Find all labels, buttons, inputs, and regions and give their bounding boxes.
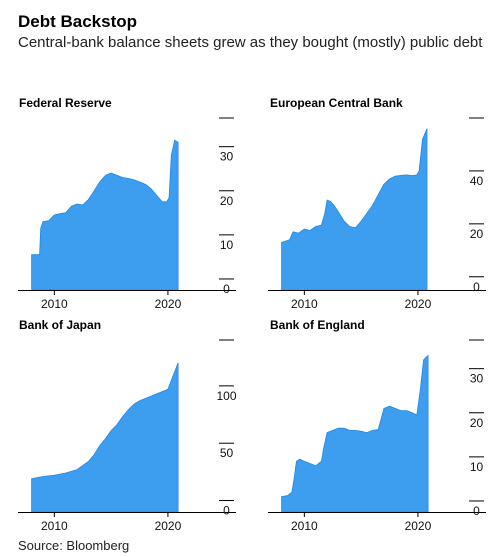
x-tick-label-federal-reserve-2020: 2020 (155, 297, 182, 311)
y-tick-label-bank-of-england-0: 0 (473, 504, 480, 518)
area-series-bank-of-japan (31, 362, 179, 513)
y-tick-label-bank-of-england-30: 30 (470, 372, 484, 386)
panel-european-central-bank: 2010 2020 0 20 40 (268, 117, 486, 311)
y-tick-label-federal-reserve-10: 10 (220, 238, 234, 252)
x-tick-label-federal-reserve-2010: 2010 (41, 297, 68, 311)
y-tick-label-bank-of-japan-50: 50 (220, 446, 234, 460)
panel-title-federal-reserve: Federal Reserve (19, 96, 112, 110)
area-series-ecb (281, 128, 428, 291)
x-tick-label-bank-of-japan-2010: 2010 (41, 519, 68, 533)
y-tick-label-bank-of-japan-100: 100 (216, 389, 236, 403)
x-tick-label-bank-of-england-2020: 2020 (405, 519, 432, 533)
y-tick-label-bank-of-england-10: 10 (470, 460, 484, 474)
y-tick-label-ecb-0: 0 (473, 280, 480, 294)
y-tick-label-bank-of-japan-0: 0 (223, 504, 230, 518)
panel-title-ecb: European Central Bank (270, 96, 403, 110)
panel-title-bank-of-england: Bank of England (270, 318, 365, 332)
y-tick-label-bank-of-england-20: 20 (470, 416, 484, 430)
source-note: Source: Bloomberg (18, 538, 130, 553)
area-series-bank-of-england (281, 354, 429, 513)
chart-subtitle: Central-bank balance sheets grew as they… (18, 34, 483, 51)
chart-title: Debt Backstop (18, 12, 138, 31)
y-tick-label-federal-reserve-20: 20 (220, 194, 234, 208)
x-tick-label-ecb-2020: 2020 (405, 297, 432, 311)
panel-bank-of-england: 2010 2020 0 10 20 30 (268, 339, 486, 533)
y-tick-label-federal-reserve-30: 30 (220, 150, 234, 164)
y-tick-label-ecb-40: 40 (470, 174, 484, 188)
x-tick-label-ecb-2010: 2010 (291, 297, 318, 311)
panel-federal-reserve: 2010 2020 0 10 20 30 (18, 117, 236, 311)
x-tick-label-bank-of-england-2010: 2010 (291, 519, 318, 533)
panel-bank-of-japan: 2010 2020 0 50 100 (18, 339, 237, 533)
y-tick-label-ecb-20: 20 (470, 227, 484, 241)
y-tick-label-federal-reserve-0: 0 (223, 282, 230, 296)
x-tick-label-bank-of-japan-2020: 2020 (155, 519, 182, 533)
panel-title-bank-of-japan: Bank of Japan (19, 318, 102, 332)
area-series-federal-reserve (31, 139, 179, 291)
